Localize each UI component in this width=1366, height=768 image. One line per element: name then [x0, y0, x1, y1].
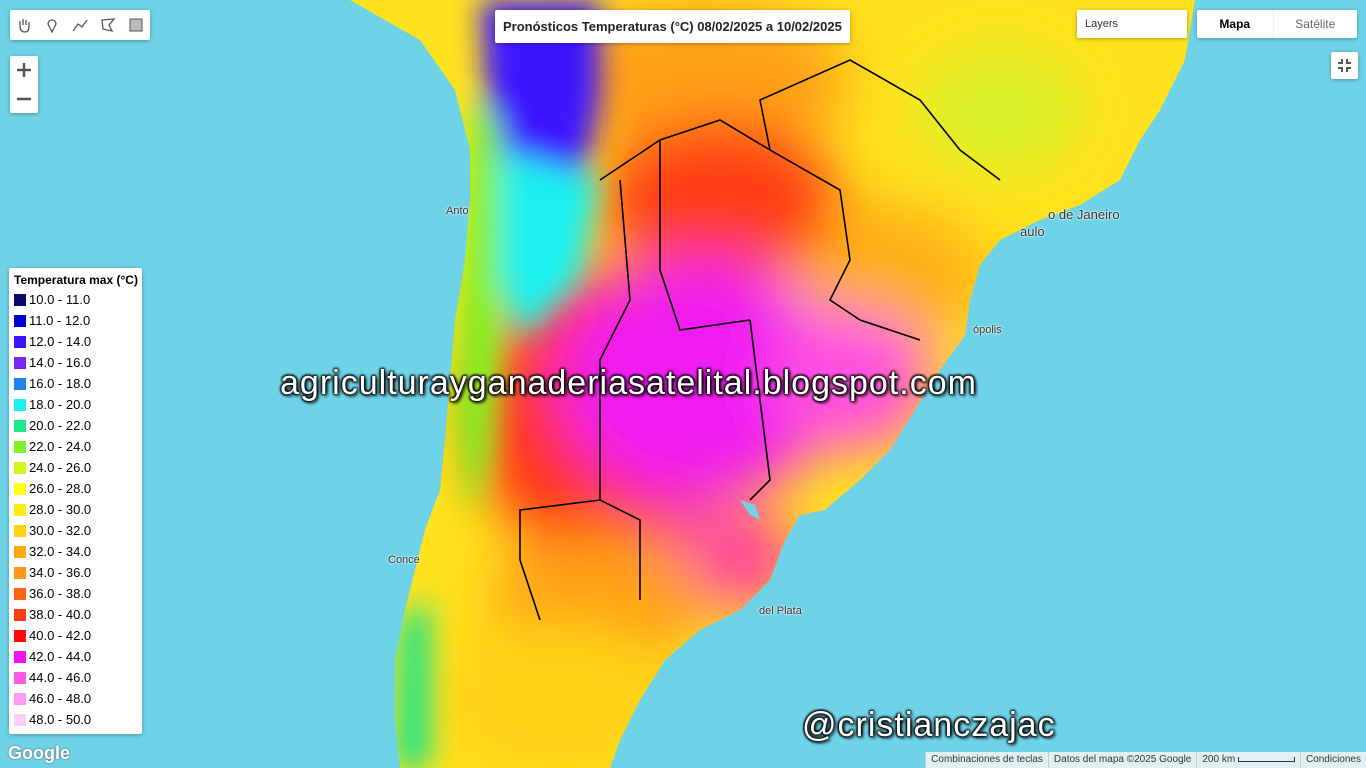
- legend-label: 18.0 - 20.0: [29, 397, 92, 412]
- line-tool[interactable]: [72, 17, 88, 33]
- legend-swatch: [14, 650, 26, 663]
- legend-swatch: [14, 482, 26, 495]
- legend-items: 10.0 - 11.0 11.0 - 12.0 12.0 - 14.0 14.0 - …: [14, 289, 142, 730]
- map-data-credit: Datos del mapa ©2025 Google: [1047, 752, 1196, 768]
- legend-swatch: [14, 461, 26, 474]
- legend-label: 11.0 - 12.0: [29, 313, 91, 328]
- legend-item: 32.0 - 34.0: [14, 541, 142, 562]
- legend-label: 30.0 - 32.0: [29, 523, 92, 538]
- zoom-icons: [17, 63, 31, 101]
- legend-swatch: [14, 545, 26, 558]
- legend-label: 42.0 - 44.0: [29, 649, 92, 664]
- legend-label: 40.0 - 42.0: [29, 628, 92, 643]
- marker-tool[interactable]: [44, 17, 60, 33]
- scale-bar[interactable]: 200 km: [1196, 752, 1300, 768]
- legend-label: 44.0 - 46.0: [29, 670, 92, 685]
- legend-swatch: [14, 398, 26, 411]
- shortcuts-link[interactable]: Combinaciones de teclas: [925, 752, 1048, 768]
- legend-item: 16.0 - 18.0: [14, 373, 142, 394]
- place-label: del Plata: [759, 605, 802, 617]
- legend-swatch: [14, 377, 26, 390]
- legend-swatch: [14, 566, 26, 579]
- legend-label: 36.0 - 38.0: [29, 586, 92, 601]
- place-label: Anto: [446, 205, 469, 217]
- place-label: Conce: [388, 554, 420, 566]
- legend-item: 24.0 - 26.0: [14, 457, 142, 478]
- place-label: aulo: [1020, 224, 1045, 239]
- map-type-button[interactable]: Mapa: [1197, 10, 1274, 38]
- rectangle-tool[interactable]: [128, 17, 144, 33]
- legend-swatch: [14, 524, 26, 537]
- legend-label: 26.0 - 28.0: [29, 481, 92, 496]
- legend-item: 34.0 - 36.0: [14, 562, 142, 583]
- legend-label: 24.0 - 26.0: [29, 460, 92, 475]
- layers-button[interactable]: Layers: [1077, 10, 1187, 38]
- map-footer: Combinaciones de teclas Datos del mapa ©…: [925, 752, 1366, 768]
- hand-tool[interactable]: [16, 17, 32, 33]
- legend: Temperatura max (°C) 10.0 - 11.0 11.0 - 1…: [9, 268, 142, 734]
- place-label: o de Janeiro: [1048, 207, 1120, 222]
- legend-item: 48.0 - 50.0: [14, 709, 142, 730]
- legend-swatch: [14, 503, 26, 516]
- legend-item: 14.0 - 16.0: [14, 352, 142, 373]
- legend-swatch: [14, 587, 26, 600]
- watermark: agriculturayganaderiasatelital.blogspot.…: [280, 364, 977, 402]
- legend-item: 18.0 - 20.0: [14, 394, 142, 415]
- legend-label: 34.0 - 36.0: [29, 565, 92, 580]
- map-type-control: Mapa Satélite: [1197, 10, 1357, 38]
- map-type-button[interactable]: Satélite: [1295, 17, 1336, 31]
- legend-label: 32.0 - 34.0: [29, 544, 92, 559]
- polygon-tool[interactable]: [100, 17, 116, 33]
- legend-swatch: [14, 440, 26, 453]
- fullscreen-icon: [1338, 59, 1351, 72]
- legend-item: 11.0 - 12.0: [14, 310, 142, 331]
- legend-swatch: [14, 356, 26, 369]
- legend-swatch: [14, 335, 26, 348]
- scale-label: 200 km: [1202, 754, 1236, 765]
- legend-item: 30.0 - 32.0: [14, 520, 142, 541]
- legend-item: 42.0 - 44.0: [14, 646, 142, 667]
- legend-title: Temperatura max (°C): [14, 273, 138, 287]
- legend-swatch: [14, 713, 26, 726]
- watermark: @cristianczajac: [802, 706, 1056, 744]
- terms-link[interactable]: Condiciones: [1299, 752, 1366, 768]
- legend-item: 46.0 - 48.0: [14, 688, 142, 709]
- place-label: ópolis: [973, 324, 1002, 336]
- legend-label: 38.0 - 40.0: [29, 607, 92, 622]
- legend-item: 22.0 - 24.0: [14, 436, 142, 457]
- legend-label: 46.0 - 48.0: [29, 691, 92, 706]
- legend-swatch: [14, 314, 26, 327]
- legend-swatch: [14, 671, 26, 684]
- drawing-toolbar: [10, 10, 150, 40]
- zoom-controls: [10, 56, 38, 113]
- legend-swatch: [14, 419, 26, 432]
- legend-label: 10.0 - 11.0: [29, 292, 91, 307]
- legend-item: 20.0 - 22.0: [14, 415, 142, 436]
- legend-item: 40.0 - 42.0: [14, 625, 142, 646]
- legend-item: 26.0 - 28.0: [14, 478, 142, 499]
- legend-item: 12.0 - 14.0: [14, 331, 142, 352]
- legend-item: 28.0 - 30.0: [14, 499, 142, 520]
- legend-item: 38.0 - 40.0: [14, 604, 142, 625]
- legend-item: 10.0 - 11.0: [14, 289, 142, 310]
- legend-label: 14.0 - 16.0: [29, 355, 92, 370]
- legend-label: 16.0 - 18.0: [29, 376, 92, 391]
- legend-label: 22.0 - 24.0: [29, 439, 92, 454]
- legend-item: 44.0 - 46.0: [14, 667, 142, 688]
- legend-label: 28.0 - 30.0: [29, 502, 92, 517]
- legend-label: 20.0 - 22.0: [29, 418, 92, 433]
- fullscreen-button[interactable]: [1331, 52, 1358, 79]
- zoom-in[interactable]: [17, 63, 31, 77]
- legend-swatch: [14, 692, 26, 705]
- legend-item: 36.0 - 38.0: [14, 583, 142, 604]
- legend-swatch: [14, 629, 26, 642]
- legend-label: 48.0 - 50.0: [29, 712, 92, 727]
- google-logo: Google: [8, 743, 70, 763]
- legend-label: 12.0 - 14.0: [29, 334, 92, 349]
- legend-swatch: [14, 608, 26, 621]
- legend-swatch: [14, 293, 26, 306]
- map-title: Pronósticos Temperaturas (°C) 08/02/2025…: [495, 10, 850, 43]
